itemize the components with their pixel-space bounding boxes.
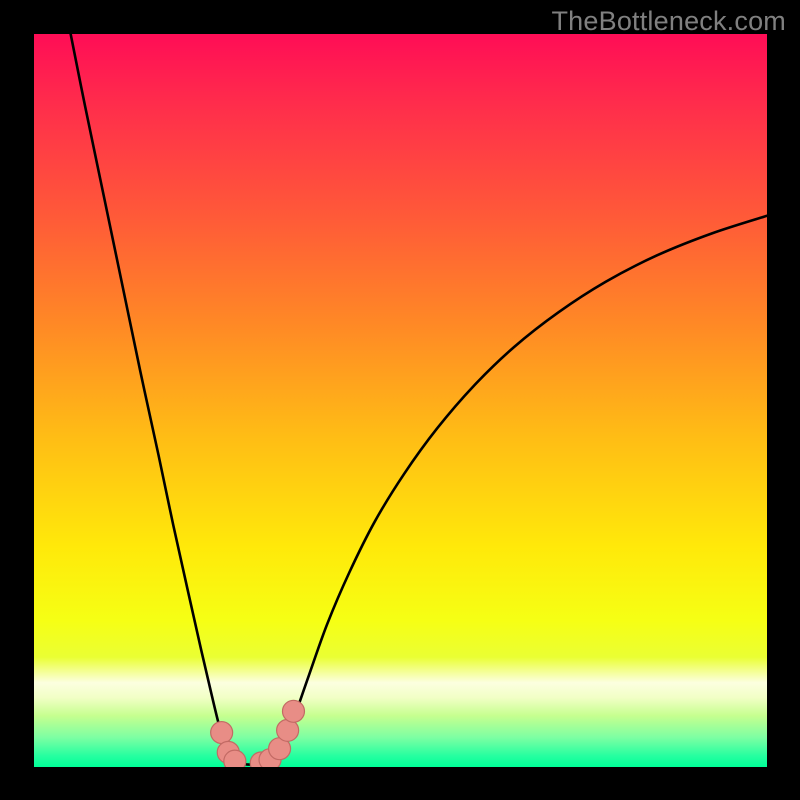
stage: TheBottleneck.com bbox=[0, 0, 800, 800]
frame-right bbox=[767, 0, 800, 800]
frame-bottom bbox=[0, 767, 800, 800]
plot-area bbox=[34, 34, 767, 767]
frame-left bbox=[0, 0, 34, 800]
watermark-text: TheBottleneck.com bbox=[551, 6, 786, 37]
